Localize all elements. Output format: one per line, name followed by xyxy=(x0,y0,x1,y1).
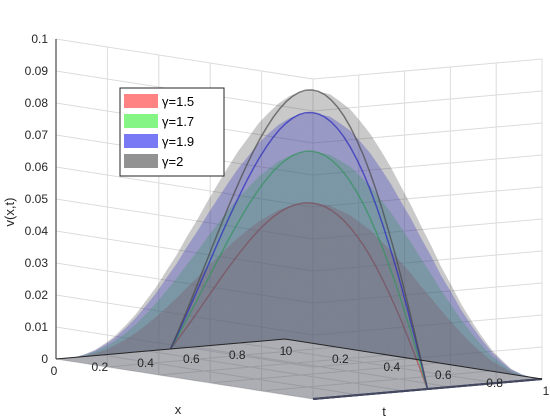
t-tick-label: 1 xyxy=(543,384,550,398)
floor-gridline xyxy=(147,350,405,392)
z-tick-label: 0.03 xyxy=(25,256,49,270)
legend: γ=1.5 γ=1.7 γ=1.9 γ=2 xyxy=(119,87,225,177)
floor-gridline xyxy=(158,354,388,376)
surfaces xyxy=(56,89,543,400)
x-axis-label: x xyxy=(175,402,182,417)
t-tick-label: 0.4 xyxy=(383,360,400,374)
z-tick-label: 0.05 xyxy=(25,192,49,206)
x-tick-label: 0.6 xyxy=(183,352,200,366)
z-tick-label: 0.1 xyxy=(31,32,48,46)
t-tick-label: 0.8 xyxy=(486,376,503,390)
legend-swatch xyxy=(124,114,158,128)
surface-γ=2 xyxy=(56,89,543,400)
z-tick-label: 0.04 xyxy=(25,224,49,238)
z-tick-label: 0.07 xyxy=(25,128,49,142)
legend-swatch xyxy=(124,134,158,148)
legend-entry: γ=1.7 xyxy=(162,114,194,129)
z-tick-label: 0.01 xyxy=(25,320,49,334)
x-tick-label: 0.8 xyxy=(229,348,246,362)
z-tick-label: 0.02 xyxy=(25,288,49,302)
floor-gridline xyxy=(101,354,359,396)
legend-swatch xyxy=(124,94,158,108)
surface-profile xyxy=(169,111,429,390)
z-tick-label: 0.08 xyxy=(25,96,49,110)
x-tick-label: 1 xyxy=(280,344,287,358)
z-axis-label: v(x,t) xyxy=(2,198,17,227)
legend-swatch xyxy=(124,154,158,168)
z-tick-label: 0.06 xyxy=(25,160,49,174)
x-tick-label: 0 xyxy=(51,364,58,378)
x-axis-line xyxy=(55,338,286,360)
t-tick-label: 0 xyxy=(286,344,293,358)
floor-gridline xyxy=(261,370,491,392)
axes xyxy=(55,39,543,380)
floor-gridline xyxy=(239,342,497,384)
floor-gridline xyxy=(55,358,314,400)
x-tick-label: 0.2 xyxy=(91,360,108,374)
surface-profile xyxy=(169,150,429,390)
surface-profile xyxy=(169,202,429,390)
z-tick-label: 0.09 xyxy=(25,64,49,78)
legend-entry: γ=1.5 xyxy=(162,94,194,109)
z-tick-label: 0 xyxy=(41,352,48,366)
t-axis-line xyxy=(284,338,543,380)
floor-gridline xyxy=(210,362,440,384)
floor-gridline xyxy=(193,346,451,388)
z-gridline xyxy=(55,38,543,80)
t-tick-label: 0.6 xyxy=(435,368,452,382)
t-axis-label: t xyxy=(382,404,386,419)
t-tick-label: 0.2 xyxy=(332,352,349,366)
surface-profile xyxy=(169,89,429,390)
floor-gridline xyxy=(107,346,337,368)
legend-entry: γ=1.9 xyxy=(162,134,194,149)
tick-labels: 0 0.01 0.02 0.03 0.04 0.05 0.06 0.07 0.08 0.09 0.1… xyxy=(25,32,550,398)
x-tick-label: 0.4 xyxy=(137,356,154,370)
surface-γ=1.7 xyxy=(56,150,543,400)
legend-entry: γ=2 xyxy=(162,154,183,169)
